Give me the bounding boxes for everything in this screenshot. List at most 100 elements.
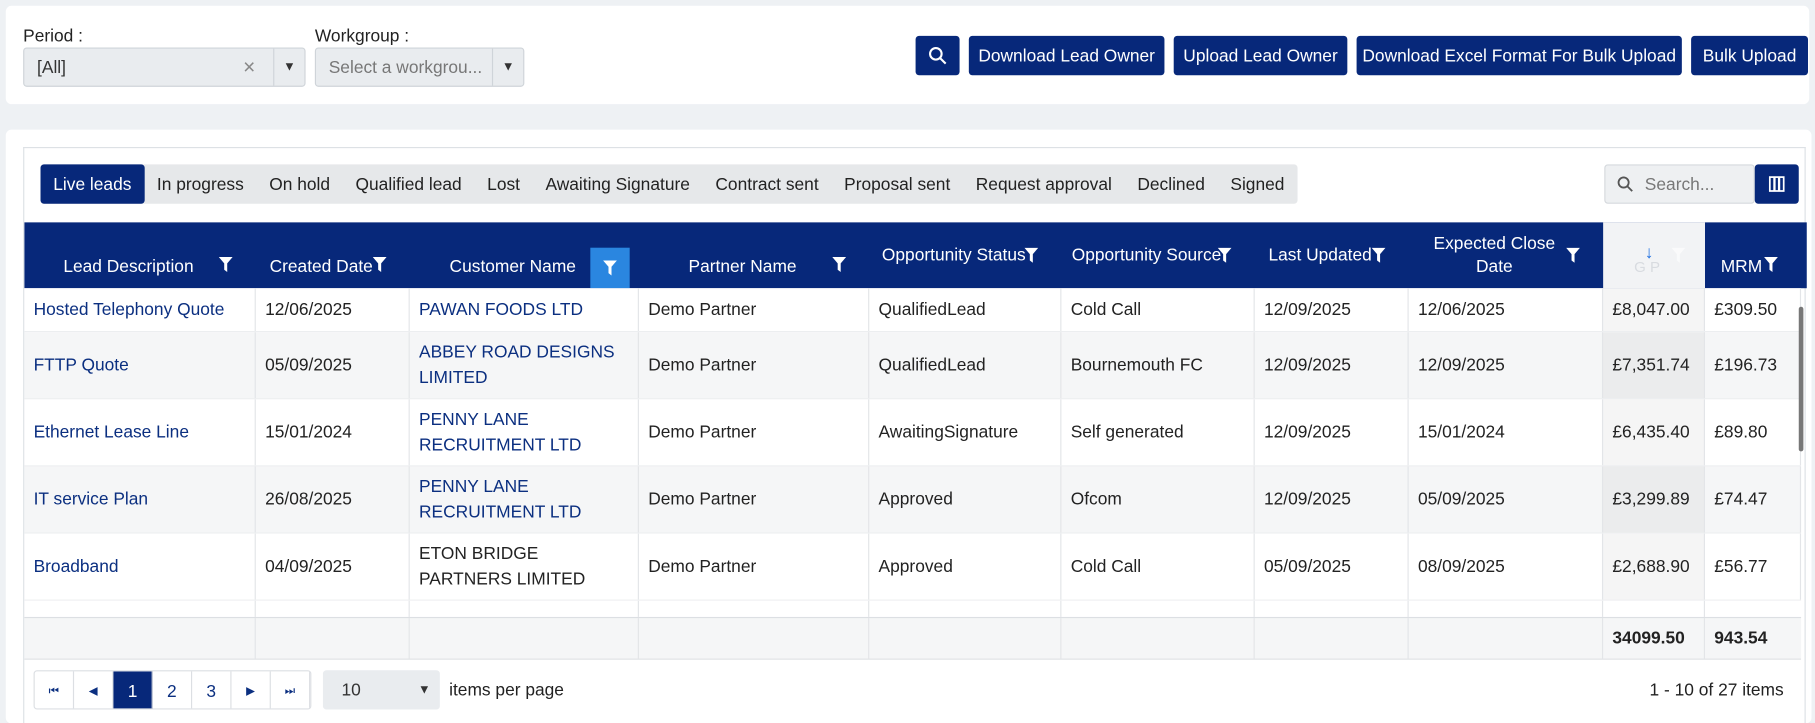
tab[interactable]: In progress — [144, 164, 256, 203]
filter-button[interactable] — [590, 248, 629, 289]
column-header[interactable]: Partner Name — [639, 222, 869, 288]
tab[interactable]: Live leads — [41, 164, 145, 203]
filter-icon[interactable] — [219, 257, 233, 272]
page-size-dropdown[interactable]: 10▼ — [323, 670, 440, 709]
filter-icon[interactable] — [832, 257, 846, 272]
lead-link[interactable]: Hosted Telephony Quote — [24, 288, 256, 331]
table-cell: 15/01/2024 — [1409, 399, 1603, 465]
table-row: Ethernet Lease Line 15/01/2024 PENNY LANE … — [24, 399, 1801, 466]
filter-icon[interactable] — [1024, 248, 1038, 263]
sort-icon: ↓ — [1645, 243, 1654, 263]
page-button[interactable]: 3 — [192, 671, 231, 709]
filter-button[interactable] — [832, 257, 846, 278]
tab[interactable]: Lost — [474, 164, 532, 203]
table-cell: Cold Call — [1061, 534, 1254, 600]
filter-button[interactable] — [1764, 257, 1778, 278]
clear-icon[interactable]: × — [243, 55, 273, 79]
filter-button[interactable] — [1372, 248, 1386, 269]
dropdown-arrow[interactable]: ▼ — [273, 49, 304, 86]
table-cell: Approved — [869, 466, 1061, 532]
filter-icon[interactable] — [1566, 248, 1580, 263]
table-cell: £7,351.74 — [1603, 332, 1705, 398]
lead-link[interactable]: Broadband — [24, 534, 256, 600]
tab[interactable]: Signed — [1218, 164, 1298, 203]
page-button[interactable]: 2 — [153, 671, 192, 709]
table-cell: Demo Partner — [639, 332, 869, 398]
table-cell: Demo Partner — [639, 288, 869, 331]
cell-border — [1408, 618, 1409, 659]
cell-border — [1060, 601, 1061, 617]
tab[interactable]: Request approval — [963, 164, 1125, 203]
table-cell: 12/06/2025 — [256, 288, 410, 331]
table-cell: Demo Partner — [639, 534, 869, 600]
action-button[interactable]: Bulk Upload — [1691, 36, 1808, 75]
action-button[interactable]: Download Excel Format For Bulk Upload — [1357, 36, 1682, 75]
pager-nav[interactable]: ⏭ — [271, 671, 310, 709]
search-placeholder: Search... — [1645, 174, 1714, 194]
lead-link[interactable]: Ethernet Lease Line — [24, 399, 256, 465]
search-icon — [1617, 176, 1633, 192]
table-cell: Approved — [869, 534, 1061, 600]
page-button[interactable]: 1 — [113, 671, 152, 709]
filter-icon[interactable] — [1372, 248, 1386, 263]
column-header[interactable]: Created Date — [256, 222, 410, 288]
tab[interactable]: Qualified lead — [343, 164, 475, 203]
cell-border — [1060, 618, 1061, 659]
pager-nav[interactable]: ◀ — [74, 671, 113, 709]
dropdown-arrow[interactable]: ▼ — [492, 49, 523, 86]
filter-icon[interactable] — [1218, 248, 1232, 263]
pager-nav[interactable]: ▶ — [232, 671, 271, 709]
filter-icon[interactable] — [1764, 257, 1778, 272]
workgroup-placeholder: Select a workgrou... — [329, 57, 492, 77]
customer-name[interactable]: PAWAN FOODS LTD — [410, 288, 639, 331]
dropdown-arrow: ▼ — [418, 683, 431, 697]
tab[interactable]: Proposal sent — [831, 164, 963, 203]
leads-panel: Live leadsIn progressOn holdQualified le… — [6, 130, 1812, 723]
filter-button[interactable] — [219, 257, 233, 278]
table-row: IT service Plan26/08/2025PENNY LANE RECR… — [24, 466, 1801, 533]
column-header[interactable]: Last Updated — [1255, 222, 1409, 288]
tab[interactable]: Awaiting Signature — [533, 164, 703, 203]
page-size: 10 — [341, 680, 418, 700]
table-cell: 05/09/2025 — [1409, 466, 1603, 532]
filter-icon[interactable] — [1671, 248, 1685, 263]
lead-link[interactable]: IT service Plan — [24, 466, 256, 532]
search-box[interactable]: Search... — [1604, 164, 1754, 203]
column-header[interactable]: Lead Description — [24, 222, 256, 288]
table-cell: Ofcom — [1061, 466, 1254, 532]
lead-link[interactable]: FTTP Quote — [24, 332, 256, 398]
column-chooser[interactable] — [1755, 164, 1799, 203]
pager-nav[interactable]: ⏮ — [35, 671, 74, 709]
table-cell: £2,688.90 — [1603, 534, 1705, 600]
period-dropdown[interactable]: [All] × ▼ — [23, 47, 305, 86]
table-header: Lead DescriptionCreated DateCustomer Nam… — [24, 222, 1807, 288]
filter-button[interactable] — [1024, 248, 1038, 269]
customer-name[interactable]: PENNY LANE RECRUITMENT LTD — [410, 399, 639, 465]
table-cell: £74.47 — [1705, 466, 1801, 532]
filter-icon[interactable] — [603, 260, 617, 275]
table-cell: 12/09/2025 — [1255, 466, 1409, 532]
scrollbar[interactable] — [1799, 307, 1804, 452]
search-button[interactable] — [916, 36, 960, 75]
filter-button[interactable] — [1218, 248, 1232, 269]
filter-icon[interactable] — [373, 257, 387, 272]
workgroup-dropdown[interactable]: Select a workgrou... ▼ — [315, 47, 525, 86]
customer-name[interactable]: ABBEY ROAD DESIGNS LIMITED — [410, 332, 639, 398]
action-button[interactable]: Upload Lead Owner — [1174, 36, 1348, 75]
grid: Live leadsIn progressOn holdQualified le… — [23, 147, 1806, 723]
column-header[interactable]: MRM — [1705, 222, 1801, 288]
customer-name[interactable]: PENNY LANE RECRUITMENT LTD — [410, 466, 639, 532]
action-button[interactable]: Download Lead Owner — [969, 36, 1165, 75]
tab[interactable]: Declined — [1125, 164, 1218, 203]
filter-button[interactable] — [1566, 248, 1580, 269]
tab[interactable]: Contract sent — [703, 164, 832, 203]
filter-button[interactable] — [373, 257, 387, 278]
table-cell: 12/09/2025 — [1255, 399, 1409, 465]
column-header[interactable]: G P — [1603, 222, 1705, 288]
tab[interactable]: On hold — [256, 164, 342, 203]
table-row: Broadband04/09/2025ETON BRIDGE PARTNERS … — [24, 534, 1801, 601]
filter-button[interactable] — [1671, 248, 1685, 269]
period-value: [All] — [37, 57, 243, 77]
table-cell: Bournemouth FC — [1061, 332, 1254, 398]
